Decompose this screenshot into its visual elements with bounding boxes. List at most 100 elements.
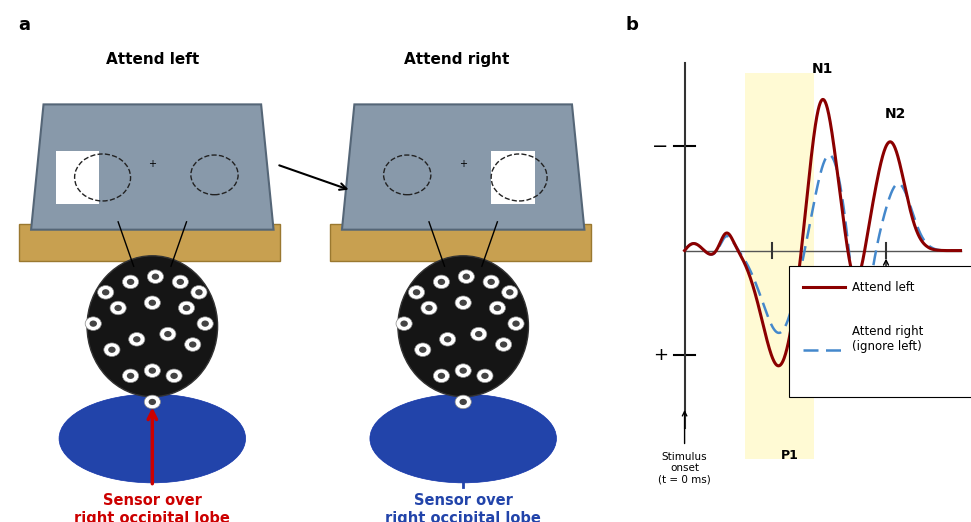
Text: +: + (653, 346, 668, 364)
Circle shape (458, 270, 475, 283)
Circle shape (201, 321, 209, 327)
Circle shape (396, 317, 413, 330)
Ellipse shape (398, 256, 528, 397)
Circle shape (166, 369, 183, 383)
Circle shape (189, 341, 196, 348)
Circle shape (183, 305, 190, 311)
Text: b: b (625, 16, 638, 33)
Text: N2: N2 (886, 107, 907, 121)
Circle shape (127, 373, 134, 379)
Circle shape (145, 296, 160, 310)
Text: Attend right
(ignore left): Attend right (ignore left) (853, 325, 923, 353)
Ellipse shape (87, 256, 218, 397)
Circle shape (110, 301, 126, 315)
Circle shape (502, 286, 518, 299)
Text: 300 ms: 300 ms (903, 287, 945, 298)
Circle shape (177, 279, 184, 285)
Circle shape (459, 399, 467, 405)
Circle shape (104, 343, 120, 357)
Circle shape (455, 395, 471, 409)
Text: Attend left: Attend left (853, 281, 915, 293)
Circle shape (413, 289, 420, 295)
Circle shape (89, 321, 97, 327)
Circle shape (148, 270, 163, 283)
Text: N1: N1 (812, 62, 833, 76)
Text: a: a (18, 16, 31, 33)
Circle shape (493, 305, 501, 311)
Text: Sensor over
right occipital lobe: Sensor over right occipital lobe (75, 493, 230, 522)
Circle shape (482, 373, 488, 379)
Circle shape (172, 275, 188, 289)
Circle shape (477, 369, 493, 383)
Circle shape (444, 336, 452, 342)
Polygon shape (31, 104, 274, 230)
Circle shape (484, 275, 499, 289)
Circle shape (433, 275, 450, 289)
Circle shape (145, 364, 160, 377)
Circle shape (127, 279, 134, 285)
Circle shape (102, 289, 110, 295)
Circle shape (149, 399, 156, 405)
Text: +: + (459, 159, 467, 170)
Text: Attend left: Attend left (106, 52, 199, 67)
Circle shape (160, 327, 176, 341)
Circle shape (489, 301, 506, 315)
Circle shape (508, 317, 524, 330)
Text: +: + (149, 159, 156, 170)
Circle shape (133, 336, 141, 342)
Circle shape (164, 331, 172, 337)
Circle shape (506, 289, 514, 295)
Circle shape (197, 317, 214, 330)
Circle shape (98, 286, 114, 299)
Circle shape (195, 289, 203, 295)
Text: −: − (652, 137, 668, 156)
Circle shape (85, 317, 101, 330)
Circle shape (438, 279, 445, 285)
Ellipse shape (59, 394, 246, 483)
Circle shape (495, 338, 512, 351)
Circle shape (115, 305, 121, 311)
Circle shape (184, 338, 201, 351)
Circle shape (459, 367, 467, 374)
Circle shape (438, 373, 445, 379)
Text: Stimulus
onset
(t = 0 ms): Stimulus onset (t = 0 ms) (658, 452, 711, 485)
Text: Attend right: Attend right (404, 52, 510, 67)
Circle shape (459, 300, 467, 306)
Circle shape (419, 347, 426, 353)
Circle shape (151, 274, 159, 280)
Circle shape (108, 347, 116, 353)
Circle shape (487, 279, 495, 285)
Circle shape (149, 367, 156, 374)
FancyBboxPatch shape (491, 151, 535, 204)
Circle shape (455, 296, 471, 310)
Circle shape (425, 305, 433, 311)
Circle shape (191, 286, 207, 299)
FancyBboxPatch shape (56, 151, 99, 204)
Circle shape (149, 300, 156, 306)
Circle shape (513, 321, 519, 327)
Circle shape (433, 369, 450, 383)
FancyBboxPatch shape (18, 224, 280, 261)
Text: P1: P1 (781, 449, 798, 462)
Circle shape (462, 274, 470, 280)
Circle shape (475, 331, 483, 337)
Circle shape (500, 341, 507, 348)
Polygon shape (342, 104, 585, 230)
Circle shape (122, 369, 139, 383)
Text: Sensor over
right occipital lobe: Sensor over right occipital lobe (385, 493, 541, 522)
Circle shape (420, 301, 437, 315)
Circle shape (170, 373, 178, 379)
Circle shape (415, 343, 431, 357)
Circle shape (122, 275, 139, 289)
FancyBboxPatch shape (789, 266, 971, 397)
Circle shape (400, 321, 408, 327)
Circle shape (179, 301, 194, 315)
Circle shape (409, 286, 424, 299)
Circle shape (440, 333, 455, 346)
Circle shape (145, 395, 160, 409)
Circle shape (455, 364, 471, 377)
FancyBboxPatch shape (746, 73, 815, 459)
Circle shape (129, 333, 145, 346)
Circle shape (471, 327, 486, 341)
FancyBboxPatch shape (329, 224, 590, 261)
